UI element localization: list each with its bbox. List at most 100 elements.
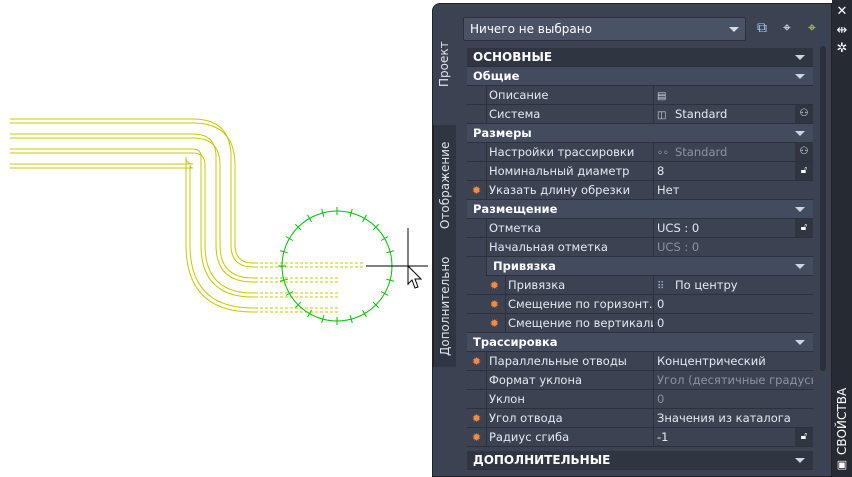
prop-label: Указать длину обрезки [486,180,653,200]
prop-bend-radius[interactable]: ✹ Радиус сгиба -1 🔓︎ [467,427,813,447]
chevron-down-icon[interactable] [795,131,805,136]
prop-value[interactable]: 8 🔓︎ [653,161,813,181]
prop-label: Описание [486,85,653,105]
prop-routing-pref[interactable]: Настройки трассировки ◦◦ Standard ⚇ [467,142,813,162]
circle-tick [380,236,389,241]
circle-tick [294,223,302,231]
chevron-down-icon[interactable] [795,55,805,60]
selection-value: Ничего не выбрано [470,22,592,36]
chevron-down-icon[interactable] [795,340,805,345]
tab-extended[interactable]: Дополнительно [433,245,456,367]
prop-description[interactable]: Описание ▤ [467,85,813,105]
scrollbar[interactable] [820,46,826,371]
pipe-segment[interactable] [10,148,255,298]
prop-value[interactable]: Концентрический [653,351,813,371]
pipe-segment[interactable] [10,122,255,264]
prop-vertical-offset[interactable]: ✹ Смещение по вертикали 0 [467,313,813,333]
settings-icon[interactable]: ✲ [836,41,848,56]
section-sizes[interactable]: Размеры [467,124,813,143]
prop-elevation[interactable]: Отметка UCS : 0 🔓︎ [467,218,813,238]
circle-tick [386,250,395,254]
add-selection-icon[interactable]: ⧉ [757,20,767,36]
section-label: Трассировка [473,335,558,349]
drawing-canvas[interactable] [0,0,432,477]
section-placement[interactable]: Размещение [467,200,813,219]
prop-value[interactable]: ◦◦ Standard ⚇ [653,142,813,162]
prop-slope-format[interactable]: Формат уклона Угол (десятичные градусы) [467,370,813,390]
circle-tick [372,223,380,231]
prop-value[interactable]: -1 🔓︎ [653,427,813,447]
prop-slope[interactable]: Уклон 0 [467,389,813,409]
chevron-down-icon[interactable] [795,207,805,212]
prop-system[interactable]: Система ◫ Standard ⚇ [467,104,813,124]
justify-grid-icon: ⠿ [657,280,665,292]
prop-value[interactable]: UCS : 0 🔓︎ [653,218,813,238]
prop-value[interactable]: 0 [653,389,813,409]
close-icon[interactable]: ✕ [836,4,848,19]
binoculars-icon[interactable]: ⚇ [795,104,813,123]
modified-marker-icon: ✹ [489,297,499,311]
prop-value[interactable]: Значения из каталога [653,408,813,428]
bend-radius-circle [278,207,396,325]
modified-marker-icon: ✹ [489,278,499,292]
circle-tick [307,214,312,223]
prop-justification[interactable]: ✹ Привязка ⠿ По центру [467,275,813,295]
section-main[interactable]: ОСНОВНЫЕ [467,48,813,67]
prop-parallel-bends[interactable]: ✹ Параллельные отводы Концентрический [467,351,813,371]
prop-label: Смещение по вертикали [505,313,653,333]
prop-value[interactable]: ▤ [653,85,813,105]
section-label: ОСНОВНЫЕ [473,50,553,64]
pipe-runs[interactable] [10,118,365,313]
selection-dropdown[interactable]: Ничего не выбрано [463,17,746,41]
pipe-segment[interactable] [10,152,255,294]
tab-project[interactable]: Проект [437,41,451,88]
prop-bend-angle[interactable]: ✹ Угол отвода Значения из каталога [467,408,813,428]
auto-hide-icon[interactable]: ⇹ [836,23,848,38]
prop-cut-length[interactable]: ✹ Указать длину обрезки Нет [467,180,813,200]
section-general[interactable]: Общие [467,67,813,86]
section-extra[interactable]: ДОПОЛНИТЕЛЬНЫЕ [467,451,813,470]
lock-icon[interactable]: 🔓︎ [795,427,813,446]
prop-value[interactable]: UCS : 0 [653,237,813,257]
table-icon[interactable]: ▤ [657,90,667,102]
select-objects-icon[interactable]: ⌖ [783,20,791,36]
circle-tick [285,291,294,296]
prop-horizontal-offset[interactable]: ✹ Смещение по горизонт... 0 [467,294,813,314]
circle-tick [321,208,325,217]
prop-nominal-diameter[interactable]: Номинальный диаметр 8 🔓︎ [467,161,813,181]
pipe-segment[interactable] [10,164,255,309]
property-grid: ОСНОВНЫЕ Общие Описание ▤ Система ◫ Standar… [467,48,813,470]
prop-value[interactable]: Угол (десятичные градусы) [653,370,813,390]
pipe-segment[interactable] [10,118,255,268]
circle-tick [279,250,288,254]
pipe-segment[interactable] [10,133,255,283]
crosshair-cursor-icon [366,228,428,289]
chevron-down-icon[interactable] [795,264,805,269]
circle-tick [349,208,353,217]
modified-marker-icon: ✹ [471,430,482,444]
lock-icon[interactable]: 🔓︎ [795,161,813,180]
pipe-segment[interactable] [10,137,255,279]
prop-value[interactable]: Нет [653,180,813,200]
tab-display[interactable]: Отображение [433,125,456,245]
prop-value[interactable]: ⠿ По центру [653,275,813,295]
prop-value[interactable]: 0 [653,313,813,333]
circle-tick [362,214,367,223]
circle-tick [362,309,367,318]
prop-value[interactable]: 0 [653,294,813,314]
quick-select-icon[interactable]: ⌖ [808,20,816,36]
section-justification[interactable]: Привязка [486,257,813,276]
chevron-down-icon[interactable] [795,74,805,79]
prop-start-elevation[interactable]: Начальная отметка UCS : 0 [467,237,813,257]
modified-marker-icon: ✹ [471,183,482,197]
prop-label: Номинальный диаметр [486,161,653,181]
lock-icon[interactable]: 🔓︎ [795,218,813,237]
palette-title-bar: ✕ ⇹ ✲ СВОЙСТВА ▣ [832,0,852,477]
chevron-down-icon[interactable] [795,458,805,463]
section-routing[interactable]: Трассировка [467,333,813,352]
palette-title: СВОЙСТВА [835,387,849,455]
prop-value[interactable]: ◫ Standard ⚇ [653,104,813,124]
pipe-segment[interactable] [10,156,255,313]
binoculars-icon[interactable]: ⚇ [795,142,813,161]
section-label: Размеры [473,126,532,140]
